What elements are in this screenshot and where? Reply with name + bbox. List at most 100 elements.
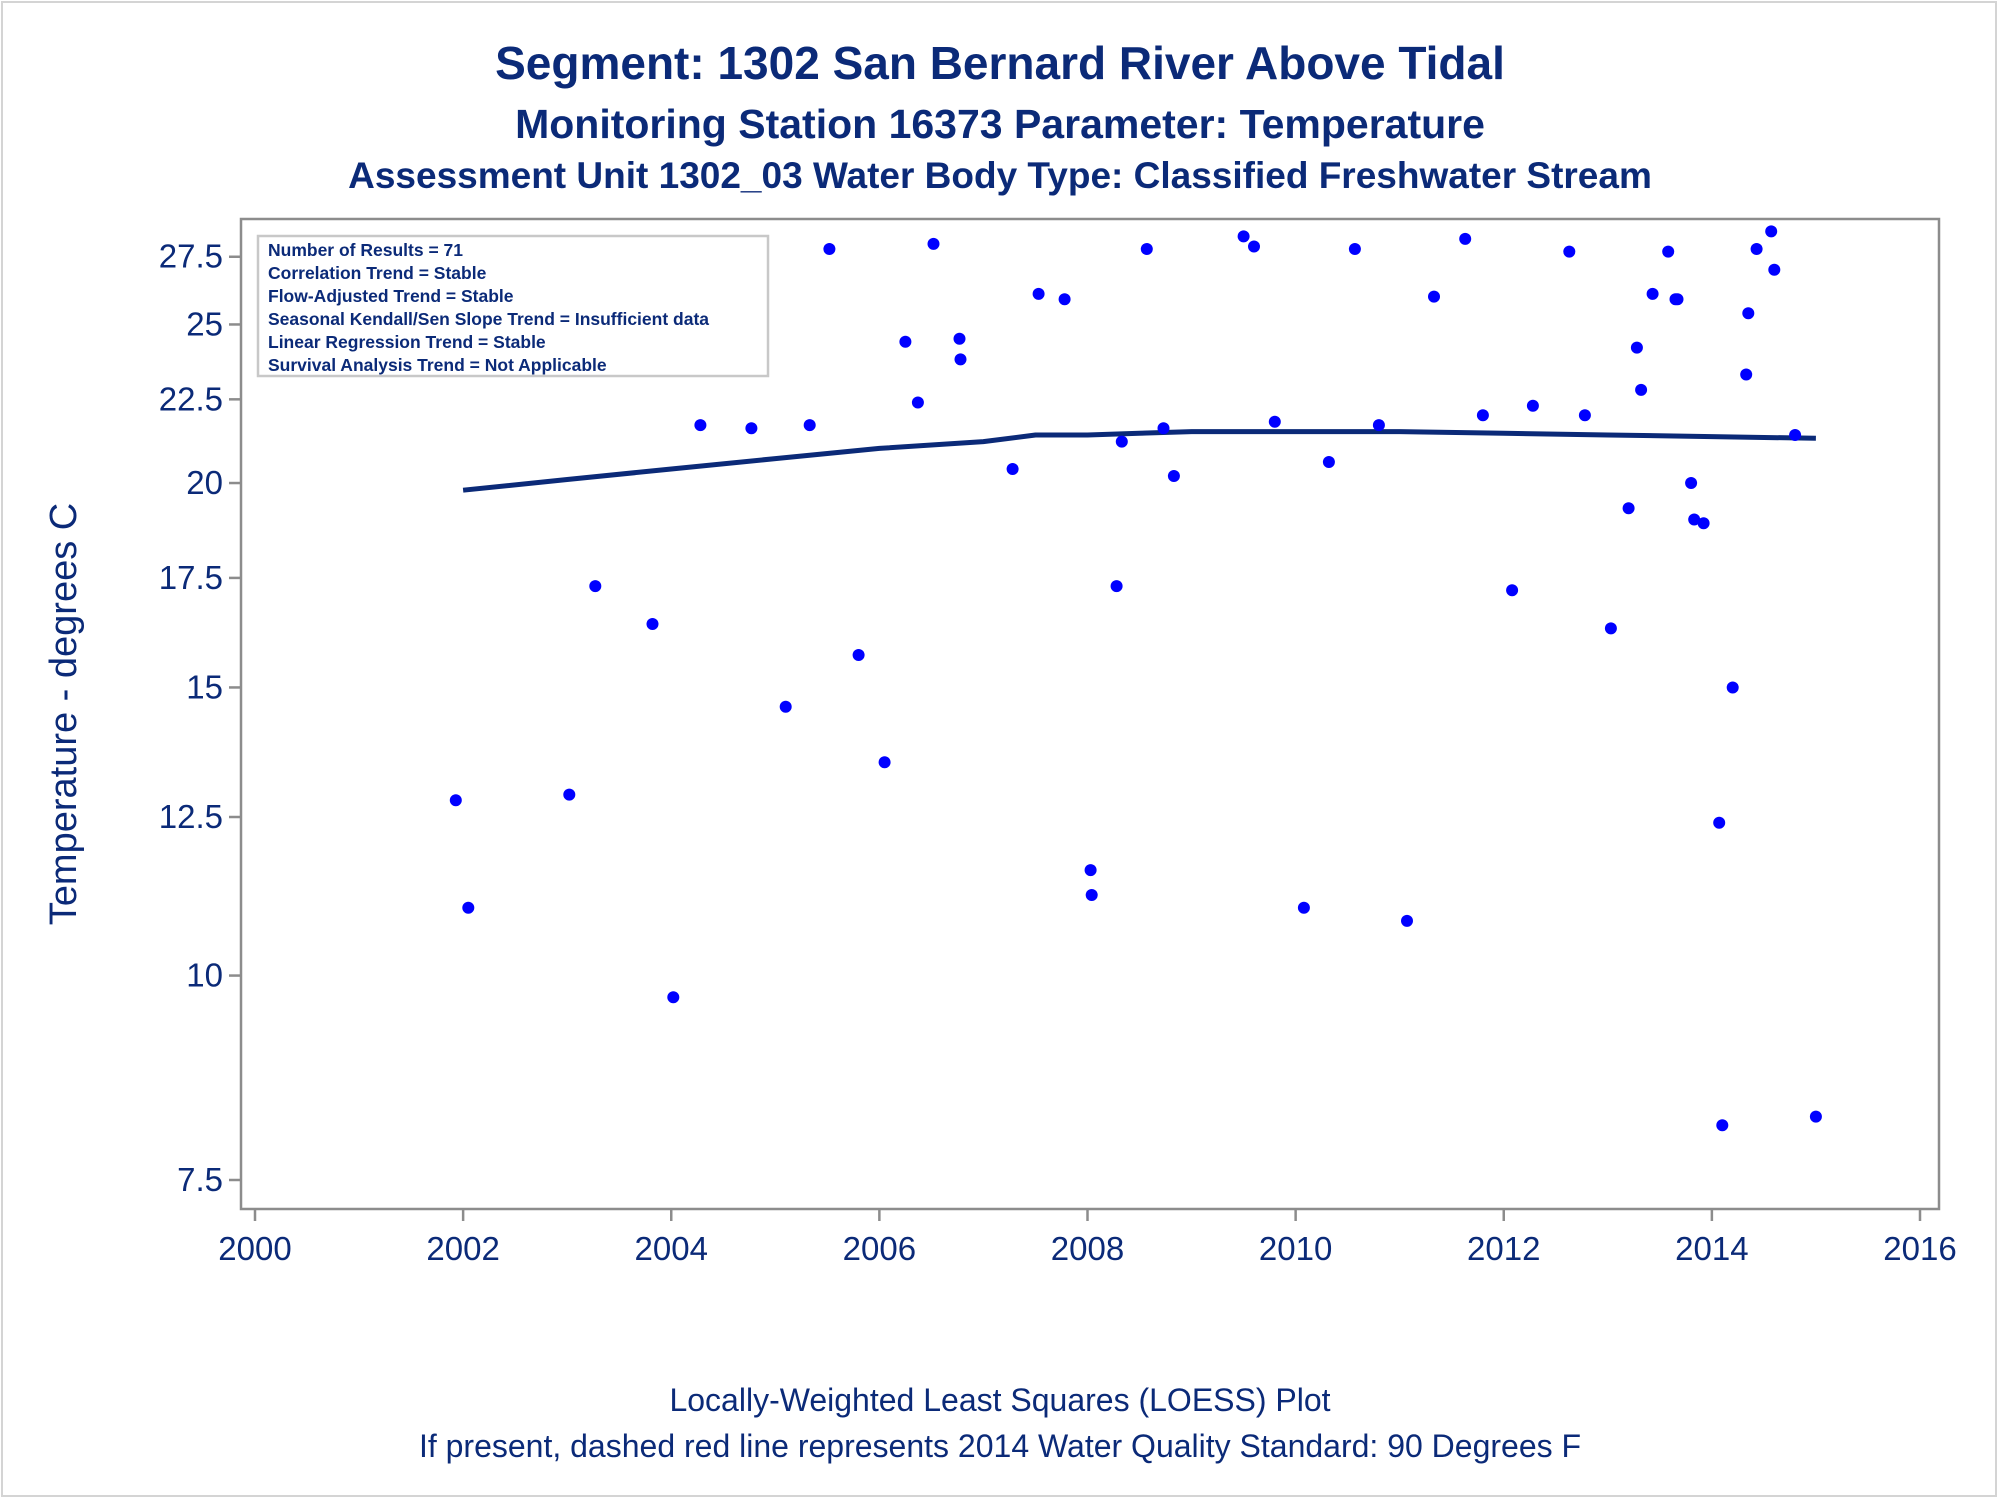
data-point [953,332,966,345]
stat-seasonal-kendall-trend: Seasonal Kendall/Sen Slope Trend = Insuf… [268,309,709,329]
data-point [1685,477,1698,489]
data-point [1110,580,1123,593]
y-axis: 7.5 10 12.5 15 17.5 20 22.5 25 27.5 [159,238,241,1198]
data-point [1157,422,1170,435]
x-tick-label: 2006 [843,1230,916,1267]
data-point [1297,901,1310,914]
x-tick-label: 2010 [1259,1230,1332,1267]
data-points-group [449,225,1822,1132]
x-tick-label: 2004 [635,1230,708,1267]
data-point [911,396,924,409]
data-point [1671,293,1684,306]
stat-number-of-results: Number of Results = 71 [268,240,463,260]
stat-flow-adjusted-trend: Flow-Adjusted Trend = Stable [268,286,514,306]
data-point [1688,513,1701,526]
data-point [803,419,816,432]
x-tick-label: 2008 [1051,1230,1124,1267]
data-point [1322,456,1335,468]
data-point [1032,287,1045,300]
data-point [1809,1110,1822,1123]
loess-line [462,429,1816,493]
trend-stats-legend: Number of Results = 71 Correlation Trend… [256,234,770,378]
data-point [1348,243,1361,255]
data-point [1563,245,1576,258]
data-point [823,243,836,255]
data-point [1084,864,1097,877]
data-point [1428,290,1440,303]
footnote-loess: Locally-Weighted Least Squares (LOESS) P… [669,1382,1331,1418]
trend-stats-box [256,234,770,378]
x-tick-label: 2014 [1675,1230,1748,1267]
data-point [878,756,891,769]
data-point [1750,243,1763,255]
data-point [1140,243,1153,255]
y-tick-label: 27.5 [159,238,223,275]
data-point [1740,368,1753,381]
x-tick-label: 2002 [426,1230,499,1267]
data-point [1085,889,1098,901]
data-point [1526,399,1539,412]
chart-subtitle-assessment: Assessment Unit 1302_03 Water Body Type:… [348,155,1652,196]
data-point [1789,429,1802,441]
data-point [589,580,602,593]
y-tick-label: 17.5 [159,559,223,596]
x-tick-label: 2016 [1883,1230,1956,1267]
stat-correlation-trend: Correlation Trend = Stable [268,263,487,283]
y-tick-label: 7.5 [177,1161,223,1198]
data-point [1459,232,1472,245]
y-tick-label: 15 [186,668,223,705]
x-tick-label: 2000 [218,1230,291,1267]
data-point [852,649,865,661]
data-point [667,991,680,1004]
data-point [1372,419,1385,432]
x-axis: 2000 2002 2004 2006 2008 2010 2012 2014 2016 [218,1209,1957,1267]
data-point [1713,816,1726,829]
data-point [1630,341,1643,354]
data-point [563,788,576,801]
y-axis-label: Temperature - degrees C [43,503,85,925]
data-point [1167,470,1180,482]
data-point [1401,914,1413,927]
data-point [954,353,967,366]
y-tick-label: 10 [186,957,223,994]
chart-subtitle-station: Monitoring Station 16373 Parameter: Temp… [515,101,1485,147]
chart-title: Segment: 1302 San Bernard River Above Ti… [495,37,1505,89]
data-point [1622,502,1635,515]
data-point [745,422,758,435]
data-point [1268,415,1281,428]
data-point [1742,307,1755,320]
data-point [899,335,912,348]
stat-survival-analysis-trend: Survival Analysis Trend = Not Applicable [268,355,607,375]
loess-curve-group [462,429,1816,493]
footnote-standard: If present, dashed red line represents 2… [418,1428,1582,1464]
data-point [927,237,940,250]
y-tick-label: 25 [186,305,223,342]
x-tick-label: 2012 [1467,1230,1540,1267]
data-point [1476,409,1489,422]
data-point [1768,263,1781,276]
data-point [1006,463,1019,475]
data-point [462,901,475,914]
data-point [646,618,659,630]
data-point [1058,293,1071,306]
y-tick-label: 20 [186,464,223,501]
data-point [1604,622,1617,635]
y-tick-label: 22.5 [159,380,223,417]
data-point [1635,383,1648,396]
plot-area-frame [239,217,1941,1211]
data-point [1506,584,1519,597]
data-point [1697,517,1710,530]
data-point [1646,287,1659,300]
data-point [1248,240,1260,253]
data-point [449,794,462,807]
stat-linear-regression-trend: Linear Regression Trend = Stable [268,332,546,352]
data-point [1115,435,1128,448]
data-point [1716,1119,1729,1132]
data-point [1765,225,1778,238]
data-point [1726,681,1739,694]
data-point [1662,245,1675,258]
data-point [694,419,707,432]
data-point [779,700,792,713]
data-point [1237,230,1250,243]
